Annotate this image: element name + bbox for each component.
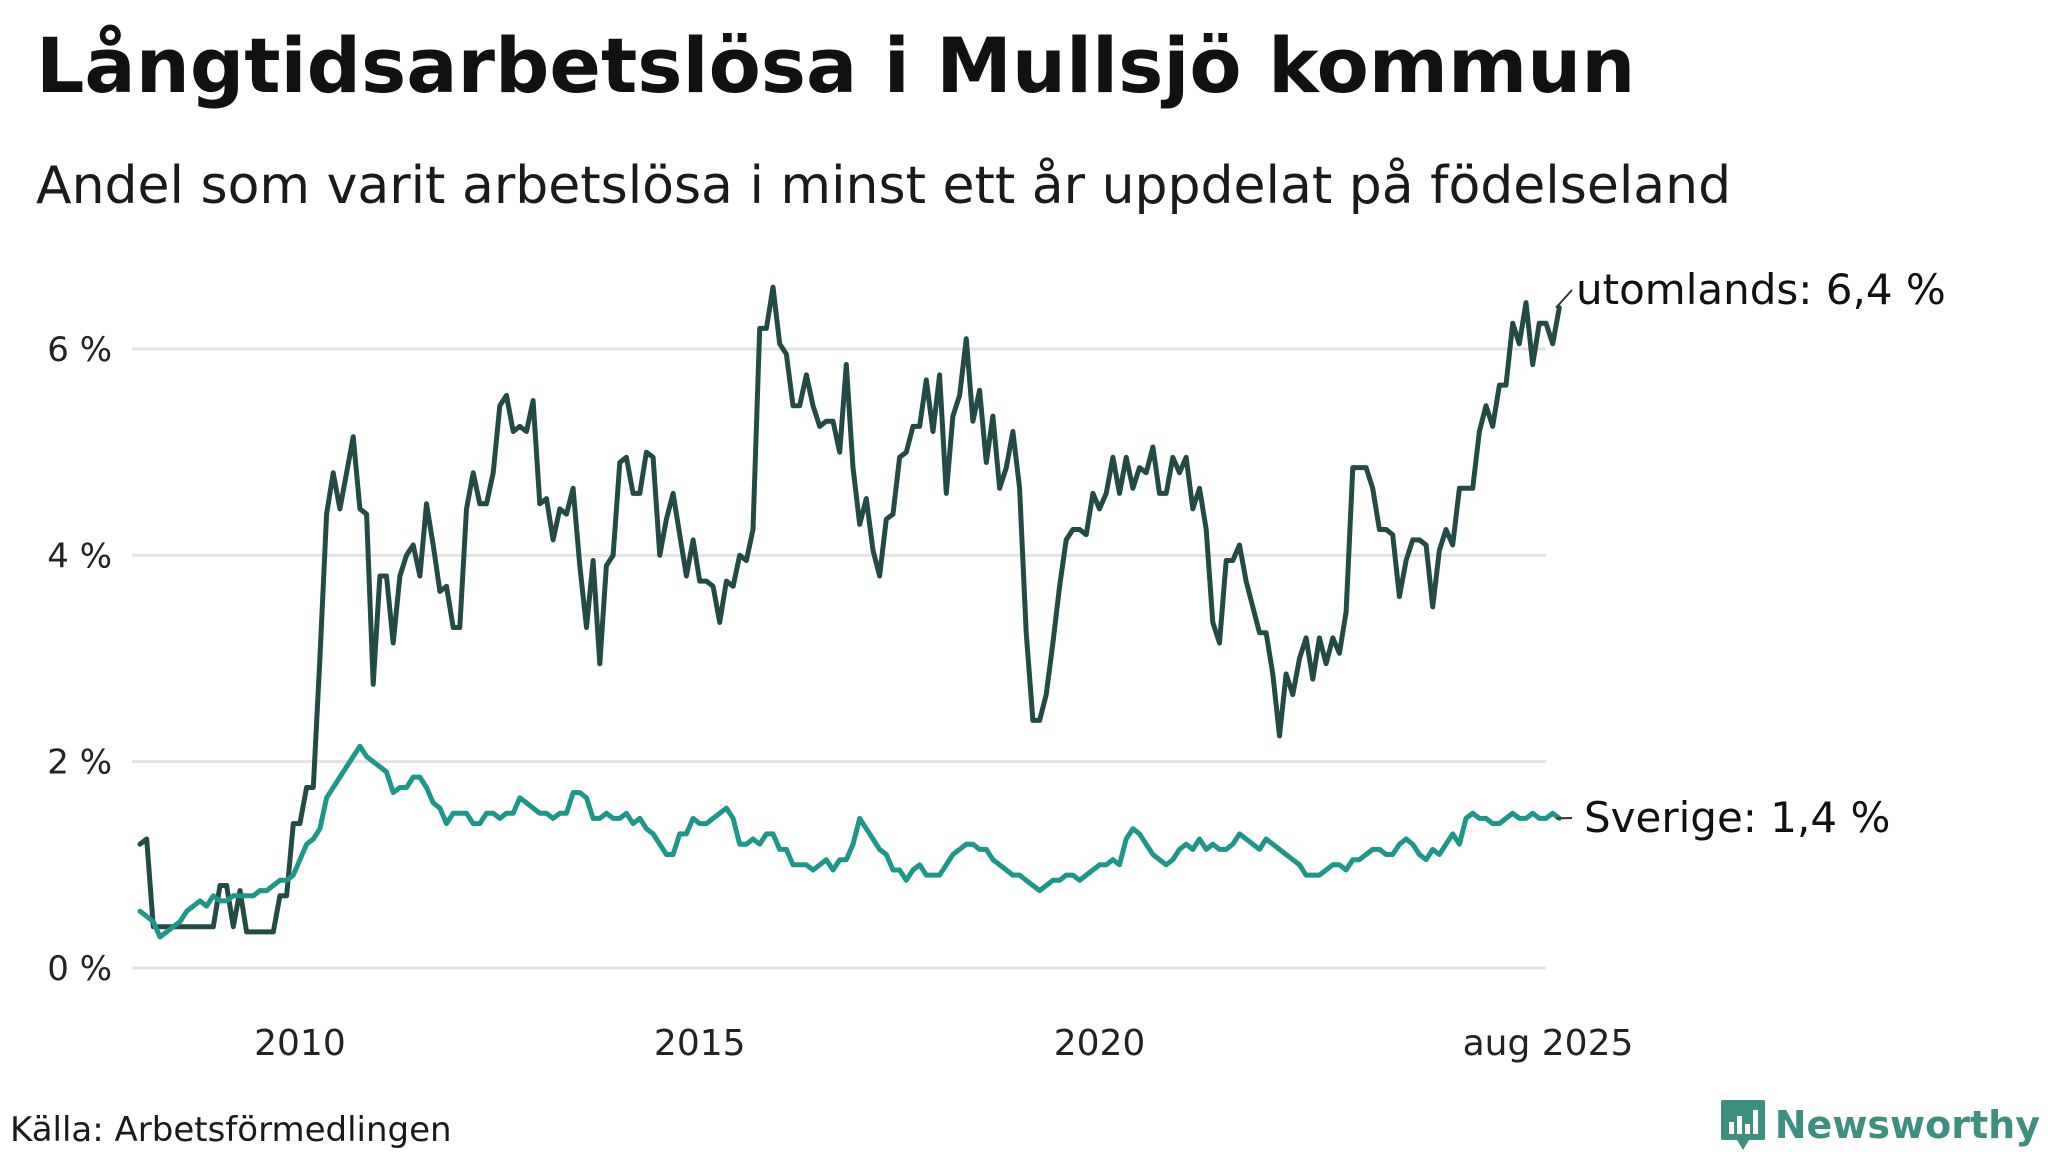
label-leader	[1555, 289, 1573, 309]
x-tick-label: 2015	[654, 1023, 746, 1064]
chart-subtitle: Andel som varit arbetslösa i minst ett å…	[36, 156, 1732, 216]
chart-title: Långtidsarbetslösa i Mullsjö kommun	[36, 21, 1636, 110]
y-tick-label: 4 %	[47, 536, 112, 576]
series-label-sverige: Sverige: 1,4 %	[1584, 793, 1890, 842]
series-lines	[137, 284, 1562, 940]
x-tick-label: 2020	[1054, 1023, 1146, 1064]
series-line-sverige	[137, 743, 1562, 940]
x-tick-label: 2010	[254, 1023, 346, 1064]
series-end-labels: utomlands: 6,4 % Sverige: 1,4 %	[1555, 265, 1946, 842]
series-line-utomlands	[137, 284, 1562, 935]
brand-logo: Newsworthy	[1719, 1098, 2040, 1152]
x-tick-label: aug 2025	[1463, 1023, 1634, 1064]
gridlines	[132, 347, 1546, 970]
y-tick-label: 2 %	[47, 743, 112, 783]
series-label-utomlands: utomlands: 6,4 %	[1576, 265, 1946, 314]
y-axis-ticks: 0 % 2 % 4 % 6 %	[47, 330, 112, 989]
brand-name: Newsworthy	[1774, 1103, 2040, 1147]
source-note: Källa: Arbetsförmedlingen	[10, 1110, 452, 1150]
y-tick-label: 0 %	[47, 949, 112, 989]
y-tick-label: 6 %	[47, 330, 112, 370]
bar-chart-icon	[1720, 1100, 1765, 1150]
x-axis-ticks: 2010 2015 2020 aug 2025	[254, 1023, 1633, 1064]
